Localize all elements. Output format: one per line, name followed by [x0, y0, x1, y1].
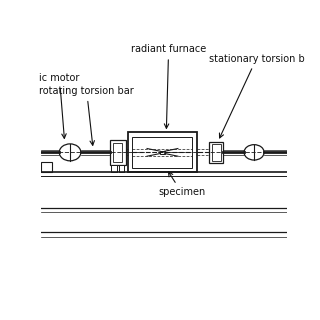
Text: ic motor: ic motor: [39, 73, 80, 138]
Bar: [209, 141, 223, 163]
Bar: [110, 140, 125, 165]
Ellipse shape: [59, 144, 81, 161]
Text: radiant furnace: radiant furnace: [131, 44, 206, 128]
Bar: [119, 165, 124, 172]
Ellipse shape: [244, 145, 264, 160]
Bar: [160, 151, 165, 154]
Bar: [113, 143, 123, 162]
Bar: [111, 165, 117, 172]
Text: specimen: specimen: [158, 172, 205, 197]
Bar: [212, 144, 221, 161]
Bar: [41, 162, 52, 172]
Bar: [128, 132, 197, 172]
Bar: [132, 137, 193, 168]
Text: stationary torsion b: stationary torsion b: [209, 53, 304, 138]
Text: rotating torsion bar: rotating torsion bar: [39, 86, 134, 145]
